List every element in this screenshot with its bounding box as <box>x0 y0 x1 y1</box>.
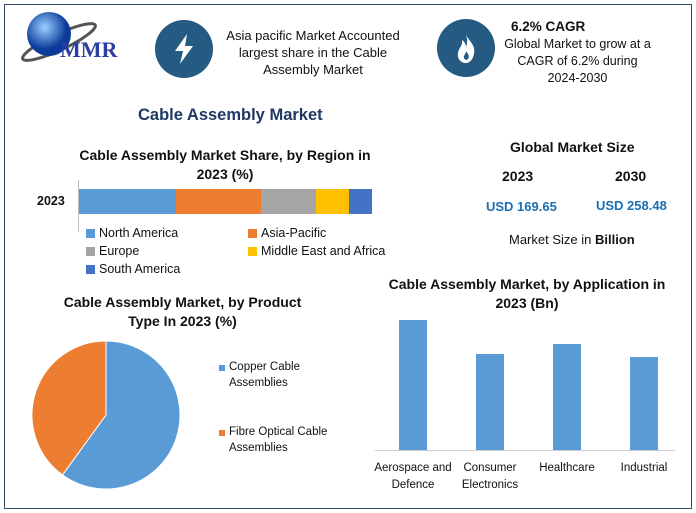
highlight-text: Asia pacific Market Accounted largest sh… <box>226 28 400 77</box>
region-legend-item: Europe <box>86 244 139 258</box>
size-title: Global Market Size <box>510 139 635 155</box>
lightning-icon <box>175 34 193 64</box>
pie-slice <box>31 340 107 476</box>
product-pie <box>31 340 181 490</box>
legend-label: Copper Cable Assemblies <box>229 361 300 389</box>
application-x-label: Healthcare <box>539 462 595 474</box>
region-stacked-bar <box>79 189 372 214</box>
infographic-frame <box>4 4 692 509</box>
legend-label: South America <box>99 262 181 276</box>
cagr-title: 6.2% CAGR <box>511 19 586 34</box>
lightning-circle <box>155 20 213 78</box>
legend-swatch <box>86 228 95 238</box>
pie-slice <box>61 340 181 490</box>
region-bar-segment <box>348 189 372 214</box>
application-x-label: Industrial <box>620 462 668 474</box>
size-value-2030: USD 258.48 <box>596 198 667 213</box>
size-unit-bold: Billion <box>594 232 635 247</box>
region-bar-segment <box>79 189 176 214</box>
region-legend-item: South America <box>86 262 180 276</box>
legend-label: Europe <box>99 244 140 258</box>
pie-legend-item: Fibre Optical Cable Assemblies <box>219 424 339 456</box>
application-chart-title: Cable Assembly Market, by Application in… <box>388 276 666 311</box>
main-title: Cable Assembly Market <box>138 106 323 124</box>
region-bar-segment <box>260 189 317 214</box>
legend-label: Asia-Pacific <box>261 226 327 240</box>
application-bar <box>476 354 504 450</box>
region-legend-item: Asia-Pacific <box>248 226 326 240</box>
application-x-label: Consumer Electronics <box>461 462 519 491</box>
legend-label: Middle East and Africa <box>261 244 386 258</box>
mmr-logo: MMR <box>14 10 124 70</box>
region-legend-item: North America <box>86 226 178 240</box>
region-year-label: 2023 <box>37 194 65 208</box>
application-x-label: Aerospace and Defence <box>374 462 452 491</box>
legend-label: Fibre Optical Cable Assemblies <box>229 426 328 454</box>
size-year-2030: 2030 <box>615 168 647 184</box>
region-axis <box>78 180 79 232</box>
legend-swatch <box>219 365 225 371</box>
size-year-2023: 2023 <box>502 168 534 184</box>
region-bar-segment <box>175 189 261 214</box>
cagr-text: Global Market to grow at a CAGR of 6.2% … <box>504 37 651 85</box>
size-value-2023: USD 169.65 <box>486 199 557 214</box>
application-bar <box>630 357 658 450</box>
logo-text: MMR <box>60 37 119 62</box>
legend-swatch <box>86 246 95 256</box>
region-chart-title: Cable Assembly Market Share, by Region i… <box>79 147 371 182</box>
region-legend-item: Middle East and Africa <box>248 244 385 258</box>
legend-swatch <box>248 246 257 256</box>
pie-legend-item: Copper Cable Assemblies <box>219 359 339 391</box>
size-unit-prefix: Market Size in <box>509 232 595 247</box>
legend-swatch <box>86 264 95 274</box>
application-bar <box>553 344 581 450</box>
legend-swatch <box>248 228 257 238</box>
size-unit: Market Size in Billion <box>509 232 635 247</box>
product-chart-title: Cable Assembly Market, by Product Type I… <box>63 294 302 329</box>
region-bar-segment <box>316 189 349 214</box>
flame-icon <box>457 34 475 63</box>
legend-swatch <box>219 430 225 436</box>
application-bar <box>399 320 427 450</box>
application-baseline <box>375 450 675 451</box>
flame-circle <box>437 19 495 77</box>
legend-label: North America <box>99 226 179 240</box>
